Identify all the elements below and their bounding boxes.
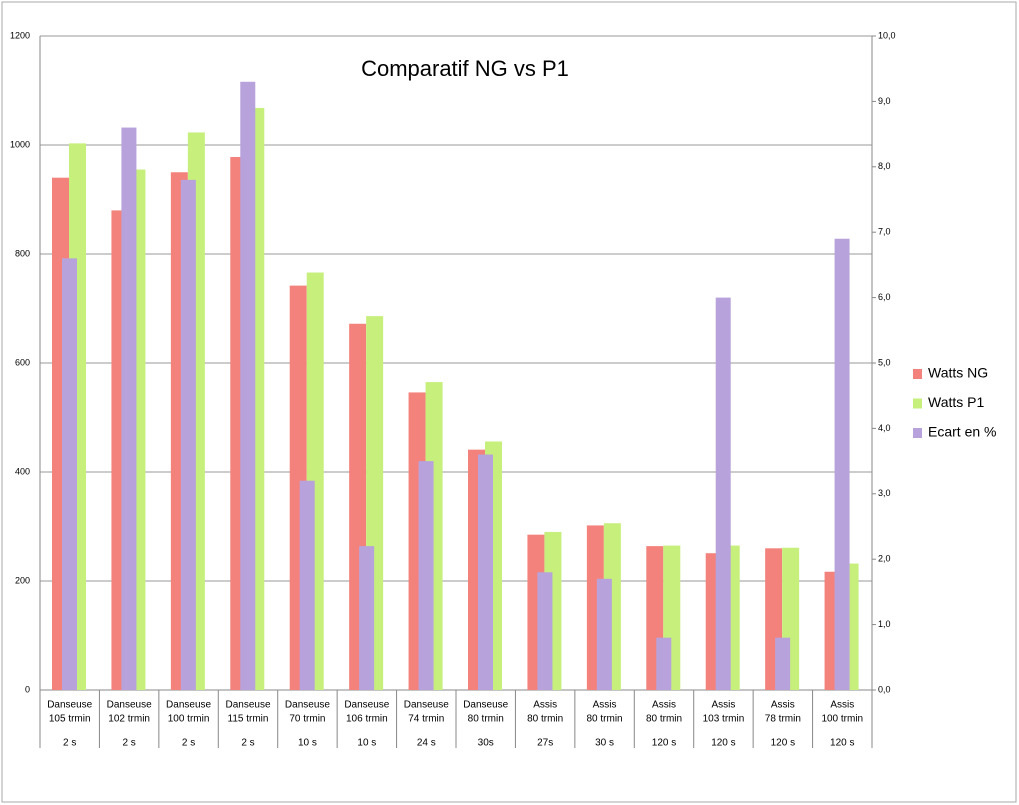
x-tick-label: 100 trmin — [821, 714, 863, 725]
x-tick-label: Assis — [711, 700, 735, 711]
y-tick-label: 0 — [25, 684, 30, 694]
x-duration-label: 30s — [478, 738, 494, 749]
x-duration-label: 10 s — [357, 738, 376, 749]
x-duration-label: 2 s — [122, 738, 135, 749]
bar — [715, 297, 731, 690]
bar — [240, 81, 256, 690]
y-tick-label: 800 — [15, 248, 30, 258]
x-duration-label: 120 s — [711, 738, 735, 749]
y2-tick-label: 5,0 — [878, 357, 891, 367]
x-tick-label: 102 trmin — [108, 714, 150, 725]
x-tick-label: 80 trmin — [468, 714, 504, 725]
x-tick-label: 115 trmin — [228, 714, 269, 725]
bar — [299, 480, 315, 690]
bar — [121, 127, 137, 690]
y2-tick-label: 4,0 — [878, 423, 891, 433]
legend-swatch — [913, 428, 922, 438]
x-tick-label: 105 trmin — [49, 714, 91, 725]
x-tick-label: Danseuse — [107, 700, 152, 711]
bar — [62, 258, 77, 690]
x-tick-label: 80 trmin — [527, 714, 563, 725]
bar — [478, 454, 493, 690]
x-tick-label: 80 trmin — [587, 714, 623, 725]
bar — [180, 179, 196, 690]
y2-tick-label: 3,0 — [878, 488, 891, 498]
x-tick-label: 103 trmin — [703, 714, 745, 725]
x-duration-label: 10 s — [298, 738, 317, 749]
x-duration-label: 2 s — [63, 738, 76, 749]
x-tick-label: 100 trmin — [168, 714, 210, 725]
y-tick-label: 1000 — [10, 139, 30, 149]
x-tick-label: Assis — [652, 700, 676, 711]
bar — [656, 637, 672, 690]
x-tick-label: Danseuse — [344, 700, 389, 711]
x-tick-label: 106 trmin — [346, 714, 388, 725]
bar — [418, 461, 434, 690]
x-tick-label: Assis — [830, 700, 854, 711]
y2-tick-label: 6,0 — [878, 292, 891, 302]
y2-tick-label: 1,0 — [878, 619, 891, 629]
legend-label: Watts P1 — [928, 394, 984, 410]
y2-tick-label: 7,0 — [878, 227, 891, 237]
x-tick-label: Danseuse — [225, 700, 270, 711]
x-duration-label: 2 s — [241, 738, 254, 749]
x-tick-label: Assis — [533, 700, 557, 711]
bar — [537, 572, 553, 690]
x-tick-label: Danseuse — [404, 700, 449, 711]
x-tick-label: Danseuse — [166, 700, 211, 711]
x-tick-label: 80 trmin — [646, 714, 682, 725]
x-duration-label: 120 s — [771, 738, 795, 749]
chart-title: Comparatif NG vs P1 — [361, 56, 569, 81]
x-duration-label: 27s — [537, 738, 553, 749]
x-duration-label: 2 s — [182, 738, 195, 749]
y-tick-label: 200 — [15, 575, 30, 585]
y-tick-label: 400 — [15, 466, 30, 476]
legend-label: Ecart en % — [928, 424, 996, 440]
x-tick-label: 70 trmin — [289, 714, 325, 725]
x-duration-label: 24 s — [417, 738, 436, 749]
x-tick-label: Danseuse — [463, 700, 508, 711]
x-tick-label: Danseuse — [285, 700, 330, 711]
x-tick-label: 74 trmin — [408, 714, 444, 725]
y2-tick-label: 9,0 — [878, 96, 891, 106]
y-tick-label: 600 — [15, 357, 30, 367]
x-tick-label: Assis — [593, 700, 617, 711]
y-tick-label: 1200 — [10, 30, 30, 40]
x-tick-label: 78 trmin — [765, 714, 801, 725]
y2-tick-label: 8,0 — [878, 161, 891, 171]
bar — [834, 238, 850, 691]
legend-swatch — [913, 398, 922, 409]
bar — [596, 578, 612, 690]
x-duration-label: 120 s — [830, 738, 854, 749]
bar — [359, 546, 375, 690]
x-tick-label: Assis — [771, 700, 795, 711]
x-tick-label: Danseuse — [47, 700, 92, 711]
legend-label: Watts NG — [928, 365, 988, 381]
x-duration-label: 30 s — [595, 738, 614, 749]
y2-tick-label: 10,0 — [878, 30, 896, 40]
x-duration-label: 120 s — [652, 738, 676, 749]
bar — [775, 637, 791, 690]
legend-swatch — [913, 369, 922, 379]
y2-tick-label: 2,0 — [878, 554, 891, 564]
y2-tick-label: 0,0 — [878, 684, 891, 694]
